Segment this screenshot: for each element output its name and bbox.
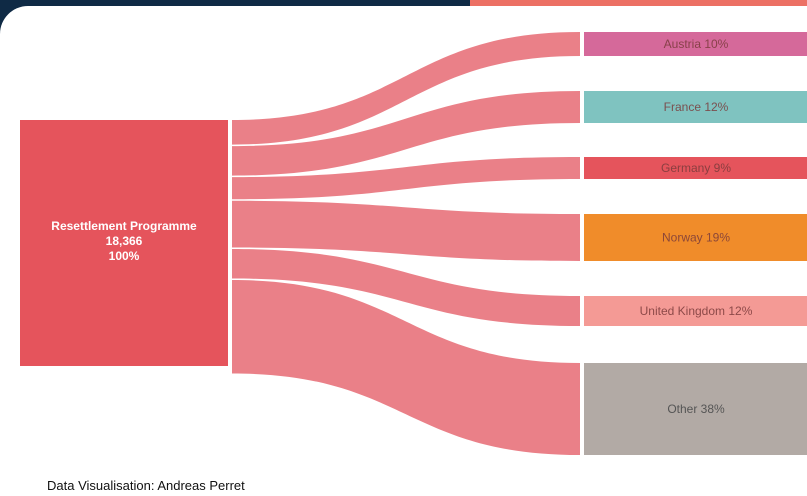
target-label: United Kingdom 12%: [640, 304, 753, 318]
flow-link: [232, 200, 580, 261]
target-label: Other 38%: [667, 402, 725, 416]
target-node: [584, 214, 807, 261]
target-node: [584, 157, 807, 179]
target-label: Germany 9%: [661, 161, 731, 175]
source-label: Resettlement Programme: [51, 219, 197, 233]
flow-link: [232, 157, 580, 200]
source-percent: 100%: [109, 249, 140, 263]
source-value: 18,366: [106, 234, 143, 248]
target-node: [584, 296, 807, 326]
target-label: Norway 19%: [662, 231, 730, 245]
source-node: [20, 120, 228, 366]
top-accent-bar: [470, 0, 807, 6]
flow-link: [232, 91, 580, 176]
target-label: France 12%: [664, 100, 729, 114]
credit-text: Data Visualisation: Andreas Perret: [47, 478, 245, 493]
flow-link: [232, 280, 580, 455]
flow-link: [232, 32, 580, 145]
flow-links: [232, 32, 580, 455]
flow-link: [232, 249, 580, 326]
target-node: [584, 32, 807, 56]
chart-card: Resettlement Programme 18,366 100% Austria …: [0, 6, 807, 496]
target-label: Austria 10%: [664, 37, 729, 51]
target-node: [584, 91, 807, 123]
target-node: [584, 363, 807, 455]
